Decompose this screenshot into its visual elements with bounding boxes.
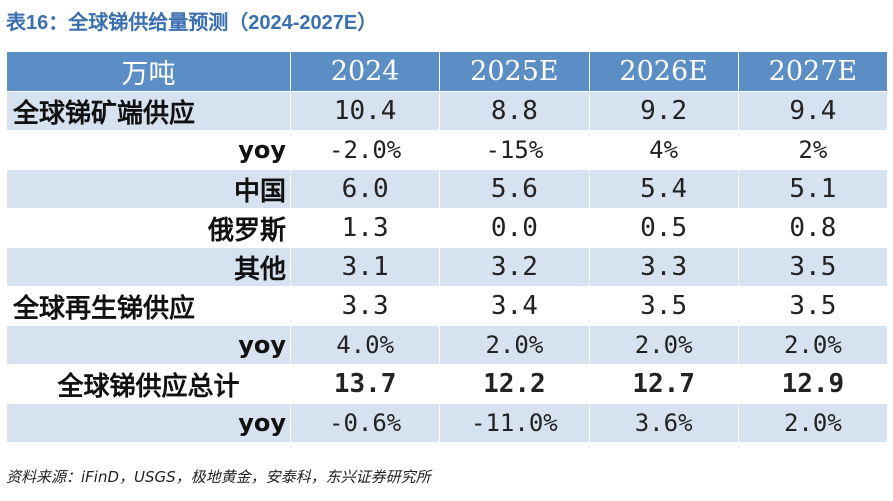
table-row: yoy 4.0% 2.0% 2.0% 2.0% — [6, 325, 889, 365]
cell-value: 3.1 — [289, 247, 441, 287]
table-row: 全球再生锑供应 3.3 3.4 3.5 3.5 — [6, 286, 889, 326]
row-label-total-supply: 全球锑供应总计 — [6, 364, 291, 404]
cell-value: 2.0% — [439, 325, 590, 365]
cell-value: 12.2 — [439, 364, 590, 404]
table-row: 中国 6.0 5.6 5.4 5.1 — [6, 169, 889, 209]
table-row: 其他 3.1 3.2 3.3 3.5 — [6, 247, 889, 287]
cell-value: 3.3 — [289, 286, 441, 326]
cell-value: -2.0% — [289, 130, 441, 170]
cell-value: 3.6% — [588, 403, 739, 443]
cell-value: 12.7 — [588, 364, 739, 404]
header-2024: 2024 — [289, 51, 441, 92]
cell-value: 9.2 — [588, 91, 739, 131]
cell-value: 10.4 — [289, 91, 441, 131]
supply-forecast-table-container: 万吨 2024 2025E 2026E 2027E 全球锑矿端供应 10.4 8… — [6, 51, 889, 443]
row-label-russia: 俄罗斯 — [6, 208, 291, 248]
cell-value: 0.0 — [439, 208, 590, 248]
row-label-yoy: yoy — [6, 325, 291, 365]
cell-value: 2.0% — [737, 325, 889, 365]
cell-value: 3.3 — [588, 247, 739, 287]
cell-value: 3.5 — [737, 247, 889, 287]
header-2025e: 2025E — [439, 51, 590, 92]
cell-value: 2.0% — [588, 325, 739, 365]
table-row: yoy -2.0% -15% 4% 2% — [6, 130, 889, 170]
cell-value: 13.7 — [289, 364, 441, 404]
row-label-recycled-supply: 全球再生锑供应 — [6, 286, 291, 326]
cell-value: -11.0% — [439, 403, 590, 443]
cell-value: 5.6 — [439, 169, 590, 209]
cell-value: 12.9 — [737, 364, 889, 404]
cell-value: 0.8 — [737, 208, 889, 248]
cell-value: 3.5 — [737, 286, 889, 326]
header-unit: 万吨 — [6, 51, 291, 92]
table-row: 俄罗斯 1.3 0.0 0.5 0.8 — [6, 208, 889, 248]
cell-value: 3.5 — [588, 286, 739, 326]
cell-value: 8.8 — [439, 91, 590, 131]
header-2026e: 2026E — [588, 51, 739, 92]
cell-value: -0.6% — [289, 403, 441, 443]
cell-value: 4.0% — [289, 325, 441, 365]
table-title: 表16：全球锑供给量预测（2024-2027E） — [6, 12, 378, 34]
row-label-yoy: yoy — [6, 130, 291, 170]
cell-value: 3.4 — [439, 286, 590, 326]
table-row: 全球锑矿端供应 10.4 8.8 9.2 9.4 — [6, 91, 889, 131]
row-label-mine-supply: 全球锑矿端供应 — [6, 91, 291, 131]
cell-value: 6.0 — [289, 169, 441, 209]
cell-value: -15% — [439, 130, 590, 170]
cell-value: 2% — [737, 130, 889, 170]
table-row: 全球锑供应总计 13.7 12.2 12.7 12.9 — [6, 364, 889, 404]
cell-value: 2.0% — [737, 403, 889, 443]
row-label-other: 其他 — [6, 247, 291, 287]
header-row: 万吨 2024 2025E 2026E 2027E — [6, 51, 889, 92]
cell-value: 4% — [588, 130, 739, 170]
cell-value: 5.4 — [588, 169, 739, 209]
header-2027e: 2027E — [737, 51, 889, 92]
table-row: yoy -0.6% -11.0% 3.6% 2.0% — [6, 403, 889, 443]
row-label-china: 中国 — [6, 169, 291, 209]
row-label-yoy: yoy — [6, 403, 291, 443]
cell-value: 5.1 — [737, 169, 889, 209]
cell-value: 3.2 — [439, 247, 590, 287]
cell-value: 9.4 — [737, 91, 889, 131]
supply-forecast-table: 万吨 2024 2025E 2026E 2027E 全球锑矿端供应 10.4 8… — [6, 51, 889, 443]
source-note: 资料来源：iFinD，USGS，极地黄金，安泰科，东兴证券研究所 — [6, 468, 431, 486]
cell-value: 1.3 — [289, 208, 441, 248]
cell-value: 0.5 — [588, 208, 739, 248]
